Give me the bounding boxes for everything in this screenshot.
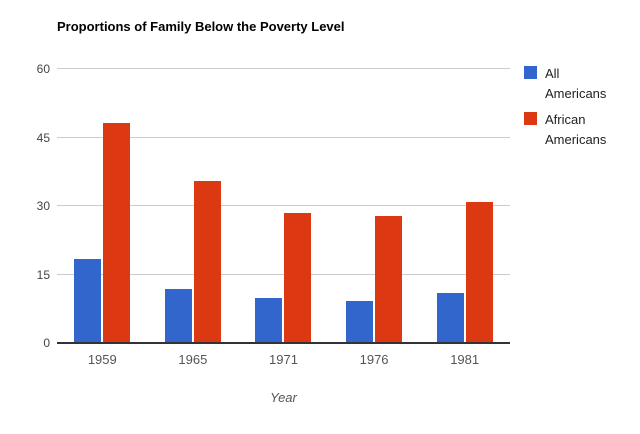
bar-all-americans-1965 xyxy=(164,289,192,343)
x-tick-label: 1959 xyxy=(87,352,117,367)
x-tick-label: 1971 xyxy=(269,352,298,367)
legend-label: African Americans xyxy=(545,112,607,147)
x-axis-line xyxy=(57,342,510,344)
bar-african-americans-1976 xyxy=(375,215,403,343)
legend: All Americans African Americans xyxy=(524,64,621,156)
x-tick-label: 1976 xyxy=(359,352,389,367)
bar-african-americans-1981 xyxy=(465,202,493,343)
bar-group-1981 xyxy=(419,69,510,343)
y-tick-label: 15 xyxy=(36,267,50,282)
legend-swatch xyxy=(524,66,537,79)
legend-item-all-americans: All Americans xyxy=(524,64,621,103)
plot-area xyxy=(57,68,510,344)
bar-group-1976 xyxy=(329,69,420,343)
legend-swatch xyxy=(524,112,537,125)
x-axis-labels: 1959 1965 1971 1976 1981 xyxy=(57,352,510,367)
x-axis-title: Year xyxy=(270,390,297,405)
y-tick-label: 60 xyxy=(36,62,50,76)
legend-item-african-americans: African Americans xyxy=(524,110,621,149)
bar-african-americans-1965 xyxy=(193,180,221,343)
bar-group-1959 xyxy=(57,69,148,343)
bar-group-1971 xyxy=(238,69,329,343)
bar-group-1965 xyxy=(148,69,239,343)
y-tick-label: 45 xyxy=(36,130,50,145)
y-tick-label: 30 xyxy=(36,199,50,213)
bar-all-americans-1959 xyxy=(74,258,102,343)
bar-all-americans-1981 xyxy=(436,292,464,343)
bar-african-americans-1971 xyxy=(284,212,312,343)
gridline xyxy=(57,273,510,275)
gridline xyxy=(57,68,510,69)
gridline xyxy=(57,136,510,138)
x-tick-label: 1965 xyxy=(178,352,208,367)
x-tick-label: 1981 xyxy=(450,352,480,367)
bar-all-americans-1971 xyxy=(255,297,283,343)
y-axis-labels: 0 15 30 45 60 xyxy=(18,62,50,350)
legend-label: All Americans xyxy=(545,66,607,101)
y-tick-label: 0 xyxy=(43,336,50,350)
bar-african-americans-1959 xyxy=(103,123,131,343)
gridline xyxy=(57,205,510,206)
bar-all-americans-1976 xyxy=(346,300,374,343)
chart-title: Proportions of Family Below the Poverty … xyxy=(57,19,345,34)
